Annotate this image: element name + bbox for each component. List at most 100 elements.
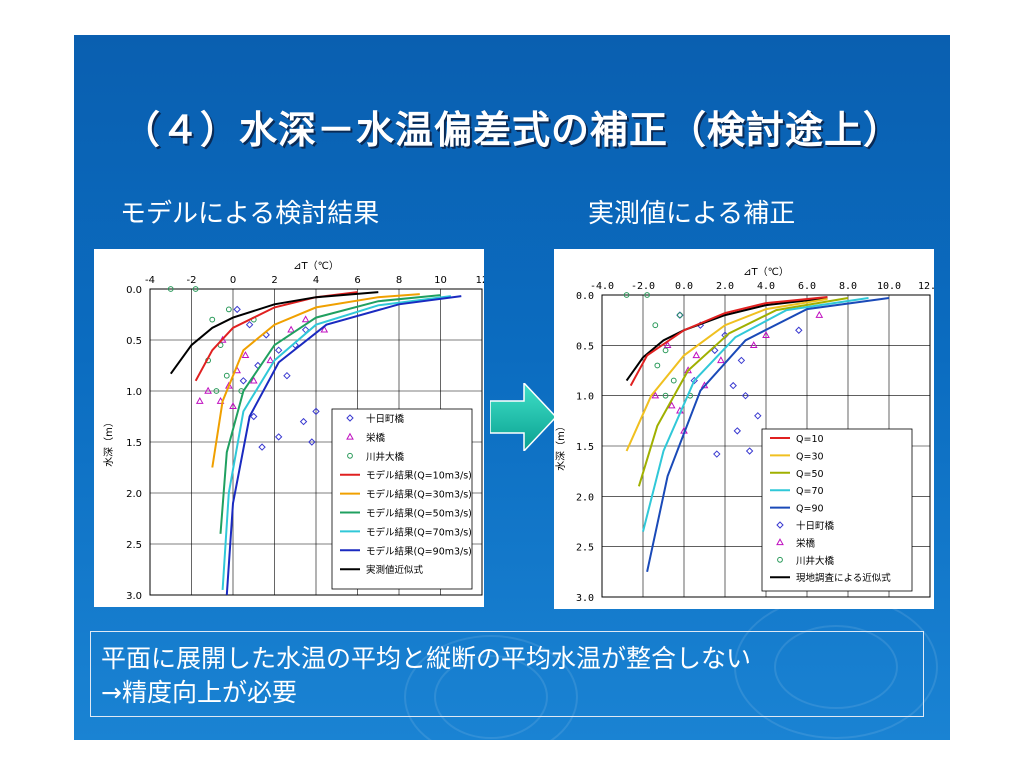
y-tick-label: 0.0 xyxy=(576,291,594,302)
data-point xyxy=(299,417,308,426)
data-point xyxy=(287,325,295,333)
data-point xyxy=(762,331,770,338)
x-tick-label: 12.0 xyxy=(918,281,934,292)
data-point xyxy=(274,433,283,441)
data-point xyxy=(308,438,316,446)
chart-model-results: -4 -2 0 2 4 6 8 10 12 0.0 0.5 1.0 1.5 2.0 2.5 3.0 ⊿T（℃） 水… xyxy=(94,249,484,607)
data-point xyxy=(258,443,266,451)
right-arrow-icon xyxy=(490,383,556,451)
slide-title: （４）水深－水温偏差式の補正（検討途上） xyxy=(121,108,902,152)
legend-swatch xyxy=(776,521,784,529)
data-point xyxy=(239,377,248,385)
data-point xyxy=(652,322,659,329)
x-tick-label: 0 xyxy=(230,275,236,286)
y-tick-label: 2.5 xyxy=(126,540,142,551)
legend-entry: Q=70 xyxy=(796,486,824,497)
legend-entry: モデル結果(Q=10m3/s) xyxy=(366,470,472,482)
ripple-decoration xyxy=(404,635,578,759)
data-point xyxy=(266,356,275,364)
data-point xyxy=(713,450,721,458)
x-tick-label: -2 xyxy=(187,275,197,286)
data-point xyxy=(692,351,701,359)
x-tick-label: 6.0 xyxy=(798,281,816,292)
legend-box xyxy=(331,408,473,590)
chart-right-svg: -4.0 -2.0 0.0 2.0 4.0 6.0 8.0 10.0 12.0 0.0 0.5 1.0… xyxy=(555,266,934,604)
series-line xyxy=(219,294,441,534)
x-tick-label: -4 xyxy=(145,275,155,286)
conclusion-note: 平面に展開した水温の平均と縦断の平均水温が整合しない →精度向上が必要 xyxy=(90,631,924,717)
legend-entry: 実測値近似式 xyxy=(366,564,424,576)
note-line-2: →精度向上が必要 xyxy=(101,678,297,707)
data-point xyxy=(737,356,746,365)
data-point xyxy=(623,292,630,298)
series-line xyxy=(169,291,379,375)
y-tick-label: 3.0 xyxy=(126,591,142,602)
data-point xyxy=(312,407,320,416)
legend-entry: 十日町橋 xyxy=(796,520,835,532)
legend-entry: モデル結果(Q=90m3/s) xyxy=(366,545,472,557)
data-point xyxy=(192,286,199,292)
y-tick-label: 1.0 xyxy=(126,387,142,398)
data-point xyxy=(245,320,254,329)
subtitle-model-results: モデルによる検討結果 xyxy=(120,199,380,229)
legend-swatch xyxy=(346,432,354,440)
legend-box xyxy=(761,428,913,592)
x-tick-label: 6 xyxy=(354,275,360,286)
y-tick-label: 2.0 xyxy=(576,492,594,503)
subtitle-measured-correction: 実測値による補正 xyxy=(588,199,796,229)
data-point xyxy=(795,326,803,334)
data-point xyxy=(677,312,683,319)
x-tick-label: 8.0 xyxy=(839,281,857,292)
legend-swatch xyxy=(776,538,784,546)
series-line xyxy=(637,297,849,487)
y-tick-label: 0.0 xyxy=(126,285,142,296)
x-tick-label: 12 xyxy=(476,275,484,286)
data-point xyxy=(745,447,754,455)
y-tick-label: 3.0 xyxy=(576,593,594,604)
data-point xyxy=(815,310,824,318)
chart-left-svg: -4 -2 0 2 4 6 8 10 12 0.0 0.5 1.0 1.5 2.0 2.5 3.0 ⊿T（℃） 水… xyxy=(103,260,484,602)
data-point xyxy=(195,396,204,404)
legend-swatch xyxy=(777,556,783,563)
data-point xyxy=(250,412,258,421)
data-point xyxy=(733,427,742,435)
y-tick-label: 0.5 xyxy=(576,341,594,352)
data-point xyxy=(320,325,329,333)
y-tick-label: 1.5 xyxy=(576,442,594,453)
chart-measured-correction: -4.0 -2.0 0.0 2.0 4.0 6.0 8.0 10.0 12.0 0.0 0.5 1.0… xyxy=(554,249,934,609)
legend-entry: 栄橋 xyxy=(796,537,816,549)
series-line xyxy=(625,298,828,452)
y-tick-label: 2.5 xyxy=(576,543,594,554)
legend-entry: 栄橋 xyxy=(366,432,386,444)
data-point xyxy=(167,286,174,292)
legend-entry: モデル結果(Q=30m3/s) xyxy=(366,489,472,501)
data-point xyxy=(717,356,725,364)
ripple-decoration xyxy=(434,655,548,739)
data-point xyxy=(662,347,669,354)
legend-entry: 川井大橋 xyxy=(796,555,835,567)
x-tick-label: 4.0 xyxy=(757,281,775,292)
data-point xyxy=(654,362,661,369)
data-point xyxy=(663,341,672,349)
x-tick-label: 10.0 xyxy=(877,281,901,292)
legend-swatch xyxy=(346,414,354,422)
legend-entry: 川井大橋 xyxy=(366,451,405,463)
data-point xyxy=(209,316,216,323)
data-point xyxy=(729,381,737,390)
legend-entry: モデル結果(Q=70m3/s) xyxy=(366,526,472,538)
series-line xyxy=(221,295,452,590)
x-axis-title: ⊿T（℃） xyxy=(743,266,789,278)
data-point xyxy=(644,292,650,298)
series-line xyxy=(646,297,890,573)
series-line xyxy=(225,295,462,596)
legend-entry: Q=30 xyxy=(796,451,824,462)
data-point xyxy=(204,386,212,394)
x-tick-label: 10 xyxy=(434,275,447,286)
legend-entry: 現地調査による近似式 xyxy=(796,572,891,584)
x-axis-title: ⊿T（℃） xyxy=(293,260,339,272)
series-line xyxy=(629,296,828,387)
legend-swatch xyxy=(347,452,353,459)
data-point xyxy=(749,341,758,349)
x-tick-label: 2 xyxy=(271,275,277,286)
data-point xyxy=(651,391,660,399)
